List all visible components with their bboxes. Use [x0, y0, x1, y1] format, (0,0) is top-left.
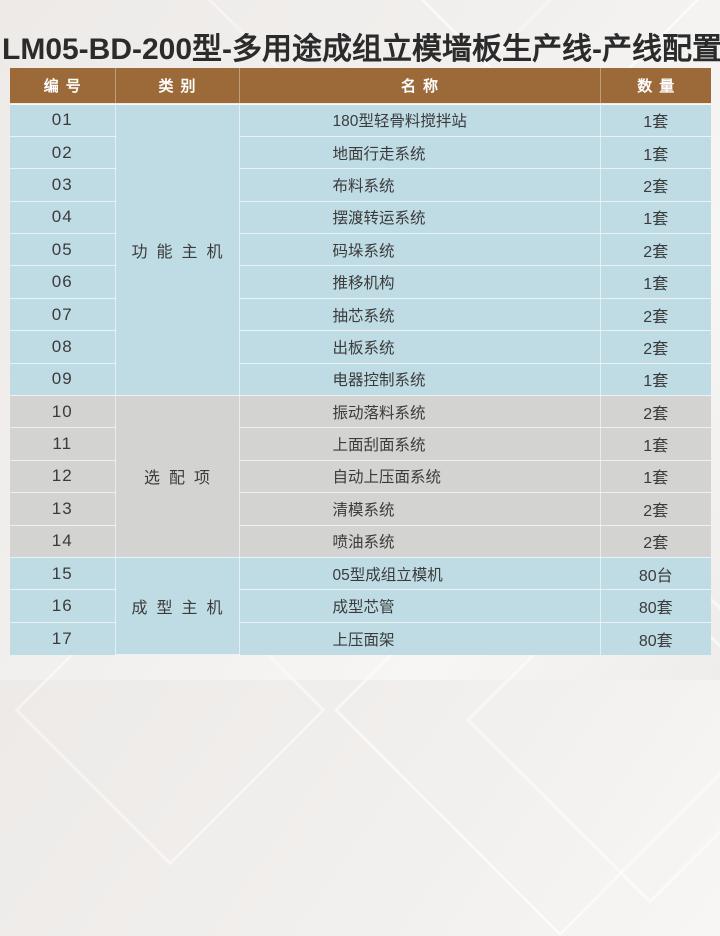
header-number: 编号: [10, 68, 116, 105]
table-row: 09 电器控制系统 1套: [10, 363, 711, 397]
table-row: 15 成型主机 05型成组立模机 80台: [10, 557, 711, 656]
item-name-cell: 地面行走系统: [239, 136, 601, 170]
quantity-cell: 2套: [600, 298, 711, 332]
row-number-cell: 07: [10, 298, 116, 332]
item-name-cell: 推移机构: [239, 265, 601, 299]
item-name-cell: 抽芯系统: [239, 298, 601, 332]
row-number-cell: 12: [10, 460, 116, 494]
table-row: 12 自动上压面系统 1套: [10, 460, 711, 494]
row-number-cell: 13: [10, 492, 116, 526]
table-row: 05 码垛系统 2套: [10, 233, 711, 267]
item-name-cell: 码垛系统: [239, 233, 601, 267]
header-name: 名称: [239, 68, 601, 105]
row-number-cell: 05: [10, 233, 116, 267]
quantity-cell: 1套: [600, 460, 711, 494]
header-quantity: 数量: [600, 68, 711, 105]
page-title: LM05-BD-200型-多用途成组立模墙板生产线-产线配置: [2, 33, 720, 66]
row-number-cell: 02: [10, 136, 116, 170]
table-header: 编号 类别 名称 数量: [10, 68, 711, 105]
item-name-cell: 电器控制系统: [239, 363, 601, 397]
table-row: 01 功能主机 180型轻骨料搅拌站 1套: [10, 104, 711, 397]
quantity-cell: 2套: [600, 330, 711, 364]
quantity-cell: 1套: [600, 265, 711, 299]
quantity-cell: 80套: [600, 622, 711, 655]
item-name-cell: 布料系统: [239, 168, 601, 202]
table-row: 11 上面刮面系统 1套: [10, 427, 711, 461]
item-name-cell: 清模系统: [239, 492, 601, 526]
quantity-cell: 1套: [600, 427, 711, 461]
row-number-cell: 17: [10, 622, 116, 655]
item-name-cell: 05型成组立模机: [239, 557, 601, 591]
quantity-cell: 1套: [600, 136, 711, 170]
item-name-cell: 上面刮面系统: [239, 427, 601, 461]
category-cell: 成型主机: [115, 557, 240, 656]
quantity-cell: 2套: [600, 395, 711, 429]
header-category: 类别: [115, 68, 240, 105]
row-number-cell: 14: [10, 525, 116, 558]
quantity-cell: 80台: [600, 557, 711, 591]
quantity-cell: 1套: [600, 104, 711, 137]
table-row: 04 摆渡转运系统 1套: [10, 201, 711, 235]
table-row: 02 地面行走系统 1套: [10, 136, 711, 170]
row-number-cell: 04: [10, 201, 116, 235]
table-row: 16 成型芯管 80套: [10, 589, 711, 623]
quantity-cell: 2套: [600, 525, 711, 558]
table-row: 06 推移机构 1套: [10, 265, 711, 299]
category-cell: 选配项: [115, 395, 240, 558]
quantity-cell: 1套: [600, 201, 711, 235]
table-row: 14 喷油系统 2套: [10, 525, 711, 558]
item-name-cell: 自动上压面系统: [239, 460, 601, 494]
item-name-cell: 振动落料系统: [239, 395, 601, 429]
row-number-cell: 01: [10, 104, 116, 137]
item-name-cell: 出板系统: [239, 330, 601, 364]
row-number-cell: 08: [10, 330, 116, 364]
item-name-cell: 喷油系统: [239, 525, 601, 558]
quantity-cell: 2套: [600, 168, 711, 202]
item-name-cell: 180型轻骨料搅拌站: [239, 104, 601, 137]
item-name-cell: 成型芯管: [239, 589, 601, 623]
row-number-cell: 15: [10, 557, 116, 591]
table-row: 07 抽芯系统 2套: [10, 298, 711, 332]
row-number-cell: 10: [10, 395, 116, 429]
row-number-cell: 03: [10, 168, 116, 202]
table-row: 03 布料系统 2套: [10, 168, 711, 202]
category-cell: 功能主机: [115, 104, 240, 397]
row-number-cell: 09: [10, 363, 116, 397]
quantity-cell: 80套: [600, 589, 711, 623]
quantity-cell: 2套: [600, 233, 711, 267]
table-row: 10 选配项 振动落料系统 2套: [10, 395, 711, 558]
table-row: 08 出板系统 2套: [10, 330, 711, 364]
product-line-config-table: 编号 类别 名称 数量 01 功能主机 180型轻骨料搅拌站 1套 02 地面行…: [10, 68, 711, 656]
table-row: 17 上压面架 80套: [10, 622, 711, 655]
quantity-cell: 2套: [600, 492, 711, 526]
table-row: 13 清模系统 2套: [10, 492, 711, 526]
item-name-cell: 上压面架: [239, 622, 601, 655]
item-name-cell: 摆渡转运系统: [239, 201, 601, 235]
row-number-cell: 11: [10, 427, 116, 461]
quantity-cell: 1套: [600, 363, 711, 397]
row-number-cell: 16: [10, 589, 116, 623]
row-number-cell: 06: [10, 265, 116, 299]
